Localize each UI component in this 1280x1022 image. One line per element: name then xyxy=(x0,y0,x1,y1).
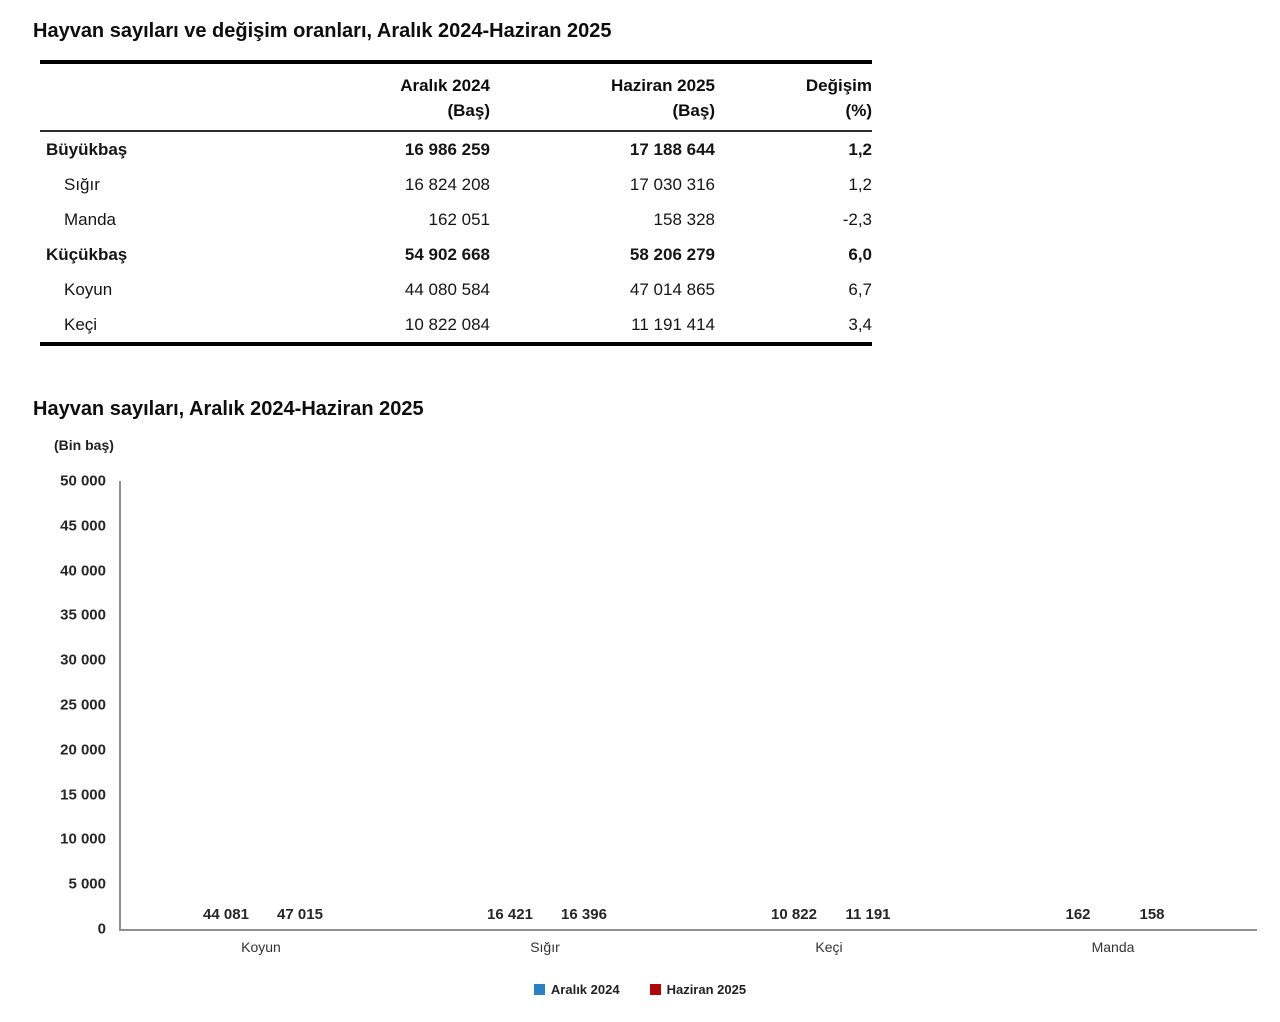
chart-legend: Aralık 2024 Haziran 2025 xyxy=(0,982,1280,997)
cell-haziran: 17 188 644 xyxy=(629,139,715,159)
row-label: Manda xyxy=(64,209,116,229)
bar-group-keci: 10 822 11 191 xyxy=(689,481,973,929)
y-tick-label: 40 000 xyxy=(60,562,106,580)
legend-label: Aralık 2024 xyxy=(550,982,620,997)
row-label: Koyun xyxy=(64,279,113,299)
cell-aralik: 44 080 584 xyxy=(404,279,490,299)
bar-value-label: 16 421 xyxy=(487,906,533,923)
legend-item-aralik-2024: Aralık 2024 xyxy=(533,982,620,997)
cell-haziran: 58 206 279 xyxy=(629,244,715,264)
cell-degisim: 1,2 xyxy=(848,139,872,159)
bar-group-manda: 162 158 xyxy=(973,481,1257,929)
x-axis-labels: Koyun Sığır Keçi Manda xyxy=(119,939,1255,955)
cell-degisim: 6,0 xyxy=(848,244,872,264)
bar-group-sigir: 16 421 16 396 xyxy=(405,481,689,929)
y-tick-label: 50 000 xyxy=(60,472,106,490)
header-line2: (%) xyxy=(845,101,872,120)
y-tick-label: 45 000 xyxy=(60,517,106,535)
y-tick-label: 15 000 xyxy=(60,786,106,804)
cell-aralik: 54 902 668 xyxy=(404,244,490,264)
bar-column: 16 421 xyxy=(473,906,547,929)
chart-title: Hayvan sayıları, Aralık 2024-Haziran 202… xyxy=(33,398,424,420)
bar-value-label: 16 396 xyxy=(561,906,607,923)
bar-value-label: 44 081 xyxy=(203,906,249,923)
cell-degisim: 6,7 xyxy=(848,279,872,299)
table-row-manda: Manda 162 051 158 328 -2,3 xyxy=(40,202,872,237)
legend-swatch-blue-icon xyxy=(533,984,545,995)
y-tick-label: 0 xyxy=(97,920,106,938)
cell-aralik: 16 986 259 xyxy=(404,139,490,159)
legend-swatch-red-icon xyxy=(649,984,661,995)
table-row-kucukbas: Küçükbaş 54 902 668 58 206 279 6,0 xyxy=(40,237,872,272)
header-line2: (Baş) xyxy=(447,101,490,120)
y-tick-label: 30 000 xyxy=(60,651,106,669)
legend-item-haziran-2025: Haziran 2025 xyxy=(649,982,747,997)
header-line1: Aralık 2024 xyxy=(400,76,490,95)
cell-degisim: 1,2 xyxy=(848,174,872,194)
table-header-row: Aralık 2024 (Baş) Haziran 2025 (Baş) Değ… xyxy=(40,64,872,132)
y-axis-ticks: 50 000 45 000 40 000 35 000 30 000 25 000 20 0… xyxy=(0,473,106,938)
bar-value-label: 158 xyxy=(1139,906,1165,923)
row-label: Büyükbaş xyxy=(46,139,128,159)
x-label-keci: Keçi xyxy=(815,939,843,955)
cell-aralik: 162 051 xyxy=(428,209,490,229)
bar-value-label: 10 822 xyxy=(771,906,817,923)
header-line1: Haziran 2025 xyxy=(611,76,715,95)
bar-column: 162 xyxy=(1041,906,1115,929)
x-label-manda: Manda xyxy=(1091,939,1135,955)
table-row-buyukbas: Büyükbaş 16 986 259 17 188 644 1,2 xyxy=(40,132,872,167)
table-row-sigir: Sığır 16 824 208 17 030 316 1,2 xyxy=(40,167,872,202)
bar-value-label: 11 191 xyxy=(845,906,891,923)
bar-column: 158 xyxy=(1115,906,1189,929)
cell-haziran: 158 328 xyxy=(653,209,715,229)
legend-label: Haziran 2025 xyxy=(666,982,747,997)
y-tick-label: 20 000 xyxy=(60,741,106,759)
header-haziran-2025: Haziran 2025 (Baş) xyxy=(490,73,715,123)
header-empty-cell xyxy=(40,73,220,123)
bar-group-koyun: 44 081 47 015 xyxy=(121,481,405,929)
y-tick-label: 10 000 xyxy=(60,830,106,848)
bar-column: 44 081 xyxy=(189,906,263,929)
bar-column: 10 822 xyxy=(757,906,831,929)
cell-haziran: 11 191 414 xyxy=(631,314,715,334)
y-tick-label: 5 000 xyxy=(68,875,106,893)
bar-column: 47 015 xyxy=(263,906,337,929)
header-degisim: Değişim (%) xyxy=(715,73,872,123)
bar-chart-plot-area: 44 081 47 015 16 421 16 396 10 822 xyxy=(119,481,1257,931)
bar-value-label: 162 xyxy=(1065,906,1091,923)
table-row-koyun: Koyun 44 080 584 47 014 865 6,7 xyxy=(40,272,872,307)
x-label-koyun: Koyun xyxy=(241,939,281,955)
table-title: Hayvan sayıları ve değişim oranları, Ara… xyxy=(33,20,612,42)
header-line1: Değişim xyxy=(805,76,872,95)
x-label-sigir: Sığır xyxy=(530,939,560,955)
table-row-keci: Keçi 10 822 084 11 191 414 3,4 xyxy=(40,307,872,342)
cell-aralik: 10 822 084 xyxy=(404,314,490,334)
bar-column: 16 396 xyxy=(547,906,621,929)
y-tick-label: 35 000 xyxy=(60,606,106,624)
chart-unit-label: (Bin baş) xyxy=(54,437,114,453)
bar-column: 11 191 xyxy=(831,906,905,929)
cell-degisim: -2,3 xyxy=(842,209,872,229)
cell-haziran: 47 014 865 xyxy=(629,279,715,299)
cell-aralik: 16 824 208 xyxy=(404,174,490,194)
cell-degisim: 3,4 xyxy=(848,314,872,334)
y-tick-label: 25 000 xyxy=(60,696,106,714)
header-line2: (Baş) xyxy=(672,101,715,120)
row-label: Küçükbaş xyxy=(46,244,128,264)
row-label: Sığır xyxy=(64,174,100,194)
bar-value-label: 47 015 xyxy=(277,906,323,923)
animal-counts-table: Aralık 2024 (Baş) Haziran 2025 (Baş) Değ… xyxy=(40,60,872,346)
cell-haziran: 17 030 316 xyxy=(629,174,715,194)
row-label: Keçi xyxy=(64,314,98,334)
header-aralik-2024: Aralık 2024 (Baş) xyxy=(220,73,490,123)
